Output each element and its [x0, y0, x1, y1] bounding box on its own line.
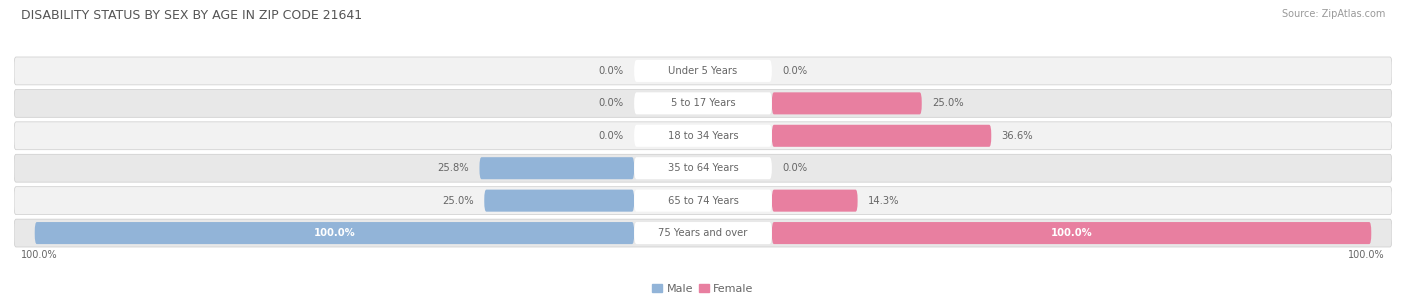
Text: 100.0%: 100.0%: [314, 228, 356, 238]
FancyBboxPatch shape: [772, 190, 858, 212]
FancyBboxPatch shape: [634, 190, 772, 212]
FancyBboxPatch shape: [484, 190, 634, 212]
FancyBboxPatch shape: [14, 122, 1392, 150]
Text: DISABILITY STATUS BY SEX BY AGE IN ZIP CODE 21641: DISABILITY STATUS BY SEX BY AGE IN ZIP C…: [21, 9, 363, 22]
FancyBboxPatch shape: [14, 219, 1392, 247]
Legend: Male, Female: Male, Female: [648, 279, 758, 298]
FancyBboxPatch shape: [634, 157, 772, 179]
Text: 25.8%: 25.8%: [437, 163, 470, 173]
Text: 25.0%: 25.0%: [932, 98, 963, 108]
FancyBboxPatch shape: [35, 222, 634, 244]
Text: 36.6%: 36.6%: [1001, 131, 1033, 141]
FancyBboxPatch shape: [772, 92, 922, 114]
Text: 0.0%: 0.0%: [599, 131, 624, 141]
FancyBboxPatch shape: [634, 60, 772, 82]
Text: 100.0%: 100.0%: [21, 250, 58, 260]
Text: 65 to 74 Years: 65 to 74 Years: [668, 196, 738, 206]
FancyBboxPatch shape: [634, 92, 772, 114]
Text: 0.0%: 0.0%: [782, 66, 807, 76]
Text: 25.0%: 25.0%: [443, 196, 474, 206]
Text: 100.0%: 100.0%: [1348, 250, 1385, 260]
Text: 14.3%: 14.3%: [868, 196, 900, 206]
FancyBboxPatch shape: [14, 154, 1392, 182]
FancyBboxPatch shape: [772, 222, 1371, 244]
Text: 0.0%: 0.0%: [599, 98, 624, 108]
FancyBboxPatch shape: [772, 125, 991, 147]
Text: Source: ZipAtlas.com: Source: ZipAtlas.com: [1281, 9, 1385, 19]
Text: Under 5 Years: Under 5 Years: [668, 66, 738, 76]
Text: 5 to 17 Years: 5 to 17 Years: [671, 98, 735, 108]
FancyBboxPatch shape: [479, 157, 634, 179]
FancyBboxPatch shape: [14, 187, 1392, 215]
FancyBboxPatch shape: [634, 125, 772, 147]
FancyBboxPatch shape: [634, 222, 772, 244]
Text: 75 Years and over: 75 Years and over: [658, 228, 748, 238]
Text: 100.0%: 100.0%: [1050, 228, 1092, 238]
Text: 0.0%: 0.0%: [599, 66, 624, 76]
FancyBboxPatch shape: [14, 89, 1392, 117]
FancyBboxPatch shape: [14, 57, 1392, 85]
Text: 35 to 64 Years: 35 to 64 Years: [668, 163, 738, 173]
Text: 0.0%: 0.0%: [782, 163, 807, 173]
Text: 18 to 34 Years: 18 to 34 Years: [668, 131, 738, 141]
